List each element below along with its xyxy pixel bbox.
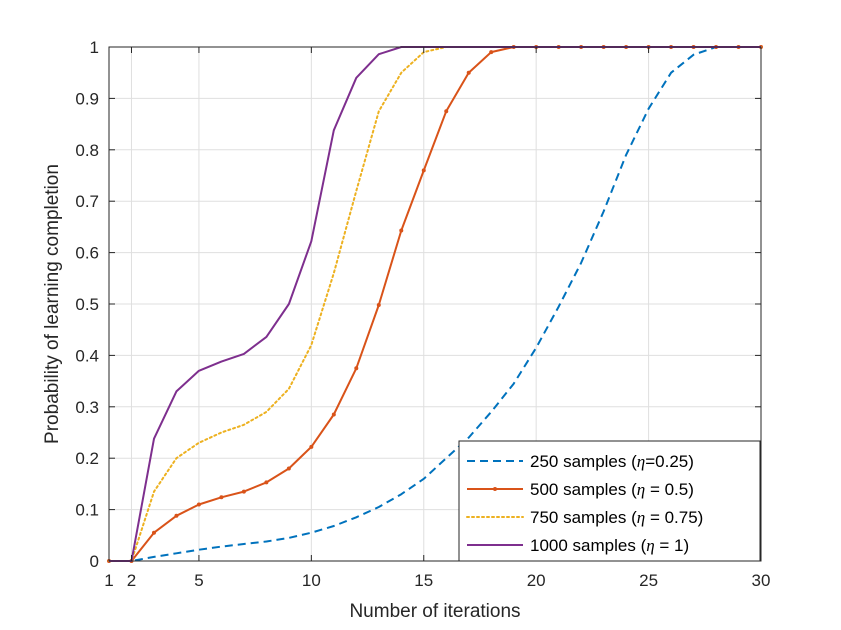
y-tick-label: 1 (90, 38, 99, 57)
x-axis-label: Number of iterations (349, 601, 520, 622)
data-point-500 (264, 480, 269, 485)
legend-entry-250: 250 samples (η=0.25) (467, 452, 694, 471)
legend-entry-750: 750 samples (η = 0.75) (466, 508, 703, 527)
y-tick-label: 0.3 (75, 398, 99, 417)
data-point-500 (444, 109, 449, 114)
ticks: 1 2 5 10 15 20 25 3000.10.20.30.40.50.60.70.80.… (75, 38, 770, 590)
data-point-500 (489, 50, 494, 55)
data-point-500 (399, 228, 404, 233)
data-point-500 (354, 366, 359, 371)
data-point-500 (174, 513, 179, 518)
legend-label-1000: 1000 samples (η = 1) (530, 536, 689, 555)
data-point-500 (241, 489, 246, 494)
x-tick-label: 2 (127, 571, 136, 590)
x-tick-label: 1 (104, 571, 113, 590)
legend-entry-1000: 1000 samples (η = 1) (467, 536, 689, 555)
data-point-500 (219, 495, 224, 500)
y-tick-label: 0.2 (75, 449, 99, 468)
legend-entry-500: 500 samples (η = 0.5) (467, 480, 694, 499)
x-tick-label: 15 (414, 571, 433, 590)
data-point-500 (376, 303, 381, 308)
x-tick-label: 30 (752, 571, 771, 590)
y-tick-label: 0.7 (75, 192, 99, 211)
legend: 250 samples (η=0.25) 500 samples (η = 0.… (458, 440, 761, 562)
legend-label-750: 750 samples (η = 0.75) (530, 508, 703, 527)
x-tick-label: 25 (639, 571, 658, 590)
data-point-500 (466, 70, 471, 75)
y-tick-label: 0.5 (75, 295, 99, 314)
y-tick-label: 0.9 (75, 89, 99, 108)
legend-label-500: 500 samples (η = 0.5) (530, 480, 694, 499)
data-point-500 (309, 444, 314, 449)
data-point-500 (151, 530, 156, 535)
y-axis-label: Probability of learning completion (42, 164, 63, 444)
y-tick-label: 0.1 (75, 501, 99, 520)
y-tick-label: 0.8 (75, 141, 99, 160)
x-tick-label: 20 (527, 571, 546, 590)
x-tick-label: 10 (302, 571, 321, 590)
data-point-500 (421, 168, 426, 173)
y-tick-label: 0.6 (75, 244, 99, 263)
legend-marker-500 (493, 487, 497, 491)
x-tick-label: 5 (194, 571, 203, 590)
series-line-250 (109, 46, 761, 562)
data-point-500 (331, 412, 336, 417)
data-point-500 (286, 466, 291, 471)
data-point-500 (196, 502, 201, 507)
legend-label-250: 250 samples (η=0.25) (530, 452, 694, 471)
y-tick-label: 0.4 (75, 346, 99, 365)
y-tick-label: 0 (90, 552, 99, 571)
